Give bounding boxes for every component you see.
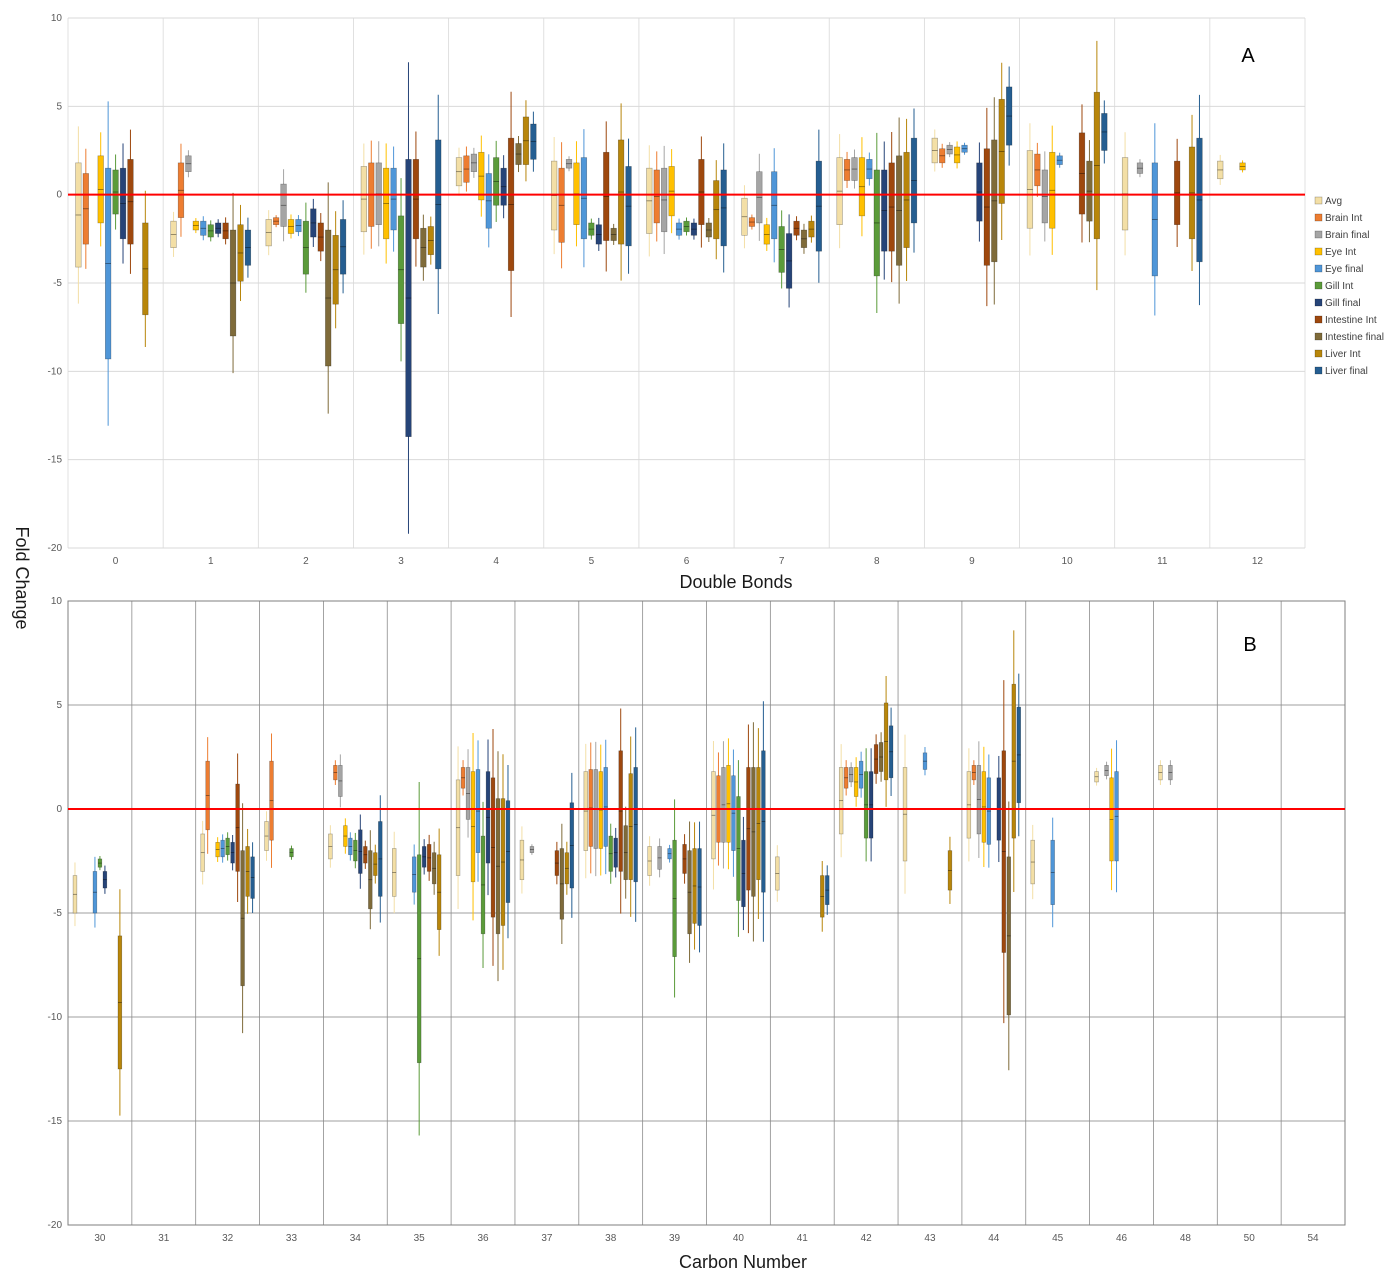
legend-swatch-1: [1314, 213, 1323, 222]
panel-b-x-tick-30: 30: [94, 1233, 106, 1244]
panel-a-x-axis-title: Double Bonds: [679, 572, 792, 592]
panel-b-x-tick-31: 31: [158, 1233, 170, 1244]
panel-b-x-tick-46: 46: [1116, 1233, 1128, 1244]
panel-b-x-tick-48: 48: [1180, 1233, 1192, 1244]
panel-b-x-tick-34: 34: [350, 1233, 362, 1244]
panel-a-y-tick--20: -20: [48, 543, 63, 554]
panel-a-y-tick--10: -10: [48, 366, 63, 377]
panel-b-x-tick-39: 39: [669, 1233, 681, 1244]
legend-swatch-10: [1314, 366, 1323, 375]
panel-b-x-tick-42: 42: [861, 1233, 873, 1244]
panel-a-x-tick-10: 10: [1062, 556, 1074, 567]
legend-swatch-5: [1314, 281, 1323, 290]
panel-a-y-tick--15: -15: [48, 455, 63, 466]
panel-a-y-tick-10: 10: [51, 13, 63, 24]
panel-b-y-tick--15: -15: [48, 1116, 63, 1127]
panel-a-x-tick-7: 7: [779, 556, 785, 567]
panel-b-x-tick-35: 35: [414, 1233, 426, 1244]
panel-b-x-tick-41: 41: [797, 1233, 809, 1244]
panel-b-y-tick-10: 10: [51, 596, 63, 607]
panel-b-x-tick-45: 45: [1052, 1233, 1064, 1244]
panel-b-y-tick--10: -10: [48, 1012, 63, 1023]
panel-a-x-tick-2: 2: [303, 556, 309, 567]
legend-label-8: Intestine final: [1325, 332, 1384, 343]
panel-a-y-tick-0: 0: [56, 190, 62, 201]
panel-a-y-tick--5: -5: [53, 278, 62, 289]
panel-b-x-tick-50: 50: [1244, 1233, 1256, 1244]
legend: Avg Brain Int Brain final Eye Int Eye final G…: [1314, 196, 1384, 377]
legend-swatch-7: [1314, 315, 1323, 324]
panel-b-x-tick-37: 37: [541, 1233, 553, 1244]
panel-b: -20 -15 -10 -5 0 5 10 30 31 32 33 34 35 36 37 38 39 40 41 4…: [48, 596, 1346, 1244]
legend-swatch-2: [1314, 230, 1323, 239]
panel-b-y-tick--5: -5: [53, 908, 62, 919]
panel-b-x-tick-43: 43: [924, 1233, 936, 1244]
legend-swatch-0: [1314, 196, 1323, 205]
legend-label-5: Gill Int: [1325, 281, 1354, 292]
panel-a-x-tick-4: 4: [493, 556, 499, 567]
panel-a-x-tick-12: 12: [1252, 556, 1264, 567]
legend-label-10: Liver final: [1325, 366, 1368, 377]
legend-label-9: Liver Int: [1325, 349, 1361, 360]
panel-a-x-tick-8: 8: [874, 556, 880, 567]
panel-b-y-tick-0: 0: [56, 804, 62, 815]
panel-b-x-tick-44: 44: [988, 1233, 1000, 1244]
panel-b-x-tick-36: 36: [477, 1233, 489, 1244]
panel-a-x-tick-6: 6: [684, 556, 690, 567]
panel-a-x-tick-9: 9: [969, 556, 975, 567]
panel-b-x-tick-32: 32: [222, 1233, 234, 1244]
y-axis-title: Fold Change: [12, 526, 32, 629]
legend-label-4: Eye final: [1325, 264, 1363, 275]
panel-b-y-tick-5: 5: [56, 700, 62, 711]
panel-a-x-tick-1: 1: [208, 556, 214, 567]
legend-swatch-4: [1314, 264, 1323, 273]
panel-b-y-tick--20: -20: [48, 1220, 63, 1231]
panel-b-frame: [67, 600, 1346, 1226]
panel-b-label: B: [1243, 634, 1256, 656]
panel-a-x-tick-5: 5: [589, 556, 595, 567]
legend-swatch-8: [1314, 332, 1323, 341]
panel-b-x-axis-title: Carbon Number: [679, 1252, 807, 1272]
legend-swatch-3: [1314, 247, 1323, 256]
legend-label-1: Brain Int: [1325, 213, 1362, 224]
legend-swatch-6: [1314, 298, 1323, 307]
panel-a-label: A: [1241, 45, 1255, 67]
legend-label-3: Eye Int: [1325, 247, 1356, 258]
panel-a-x-tick-0: 0: [113, 556, 119, 567]
panel-b-x-tick-33: 33: [286, 1233, 298, 1244]
legend-swatch-9: [1314, 349, 1323, 358]
panel-a-x-tick-11: 11: [1157, 556, 1168, 567]
legend-label-7: Intestine Int: [1325, 315, 1377, 326]
legend-label-2: Brain final: [1325, 230, 1369, 241]
legend-label-6: Gill final: [1325, 298, 1361, 309]
panel-b-x-tick-54: 54: [1308, 1233, 1320, 1244]
panel-b-x-tick-38: 38: [605, 1233, 617, 1244]
panel-a-x-tick-3: 3: [398, 556, 404, 567]
panel-a-y-tick-5: 5: [56, 101, 62, 112]
legend-label-0: Avg: [1325, 196, 1342, 207]
panel-b-x-tick-40: 40: [733, 1233, 745, 1244]
